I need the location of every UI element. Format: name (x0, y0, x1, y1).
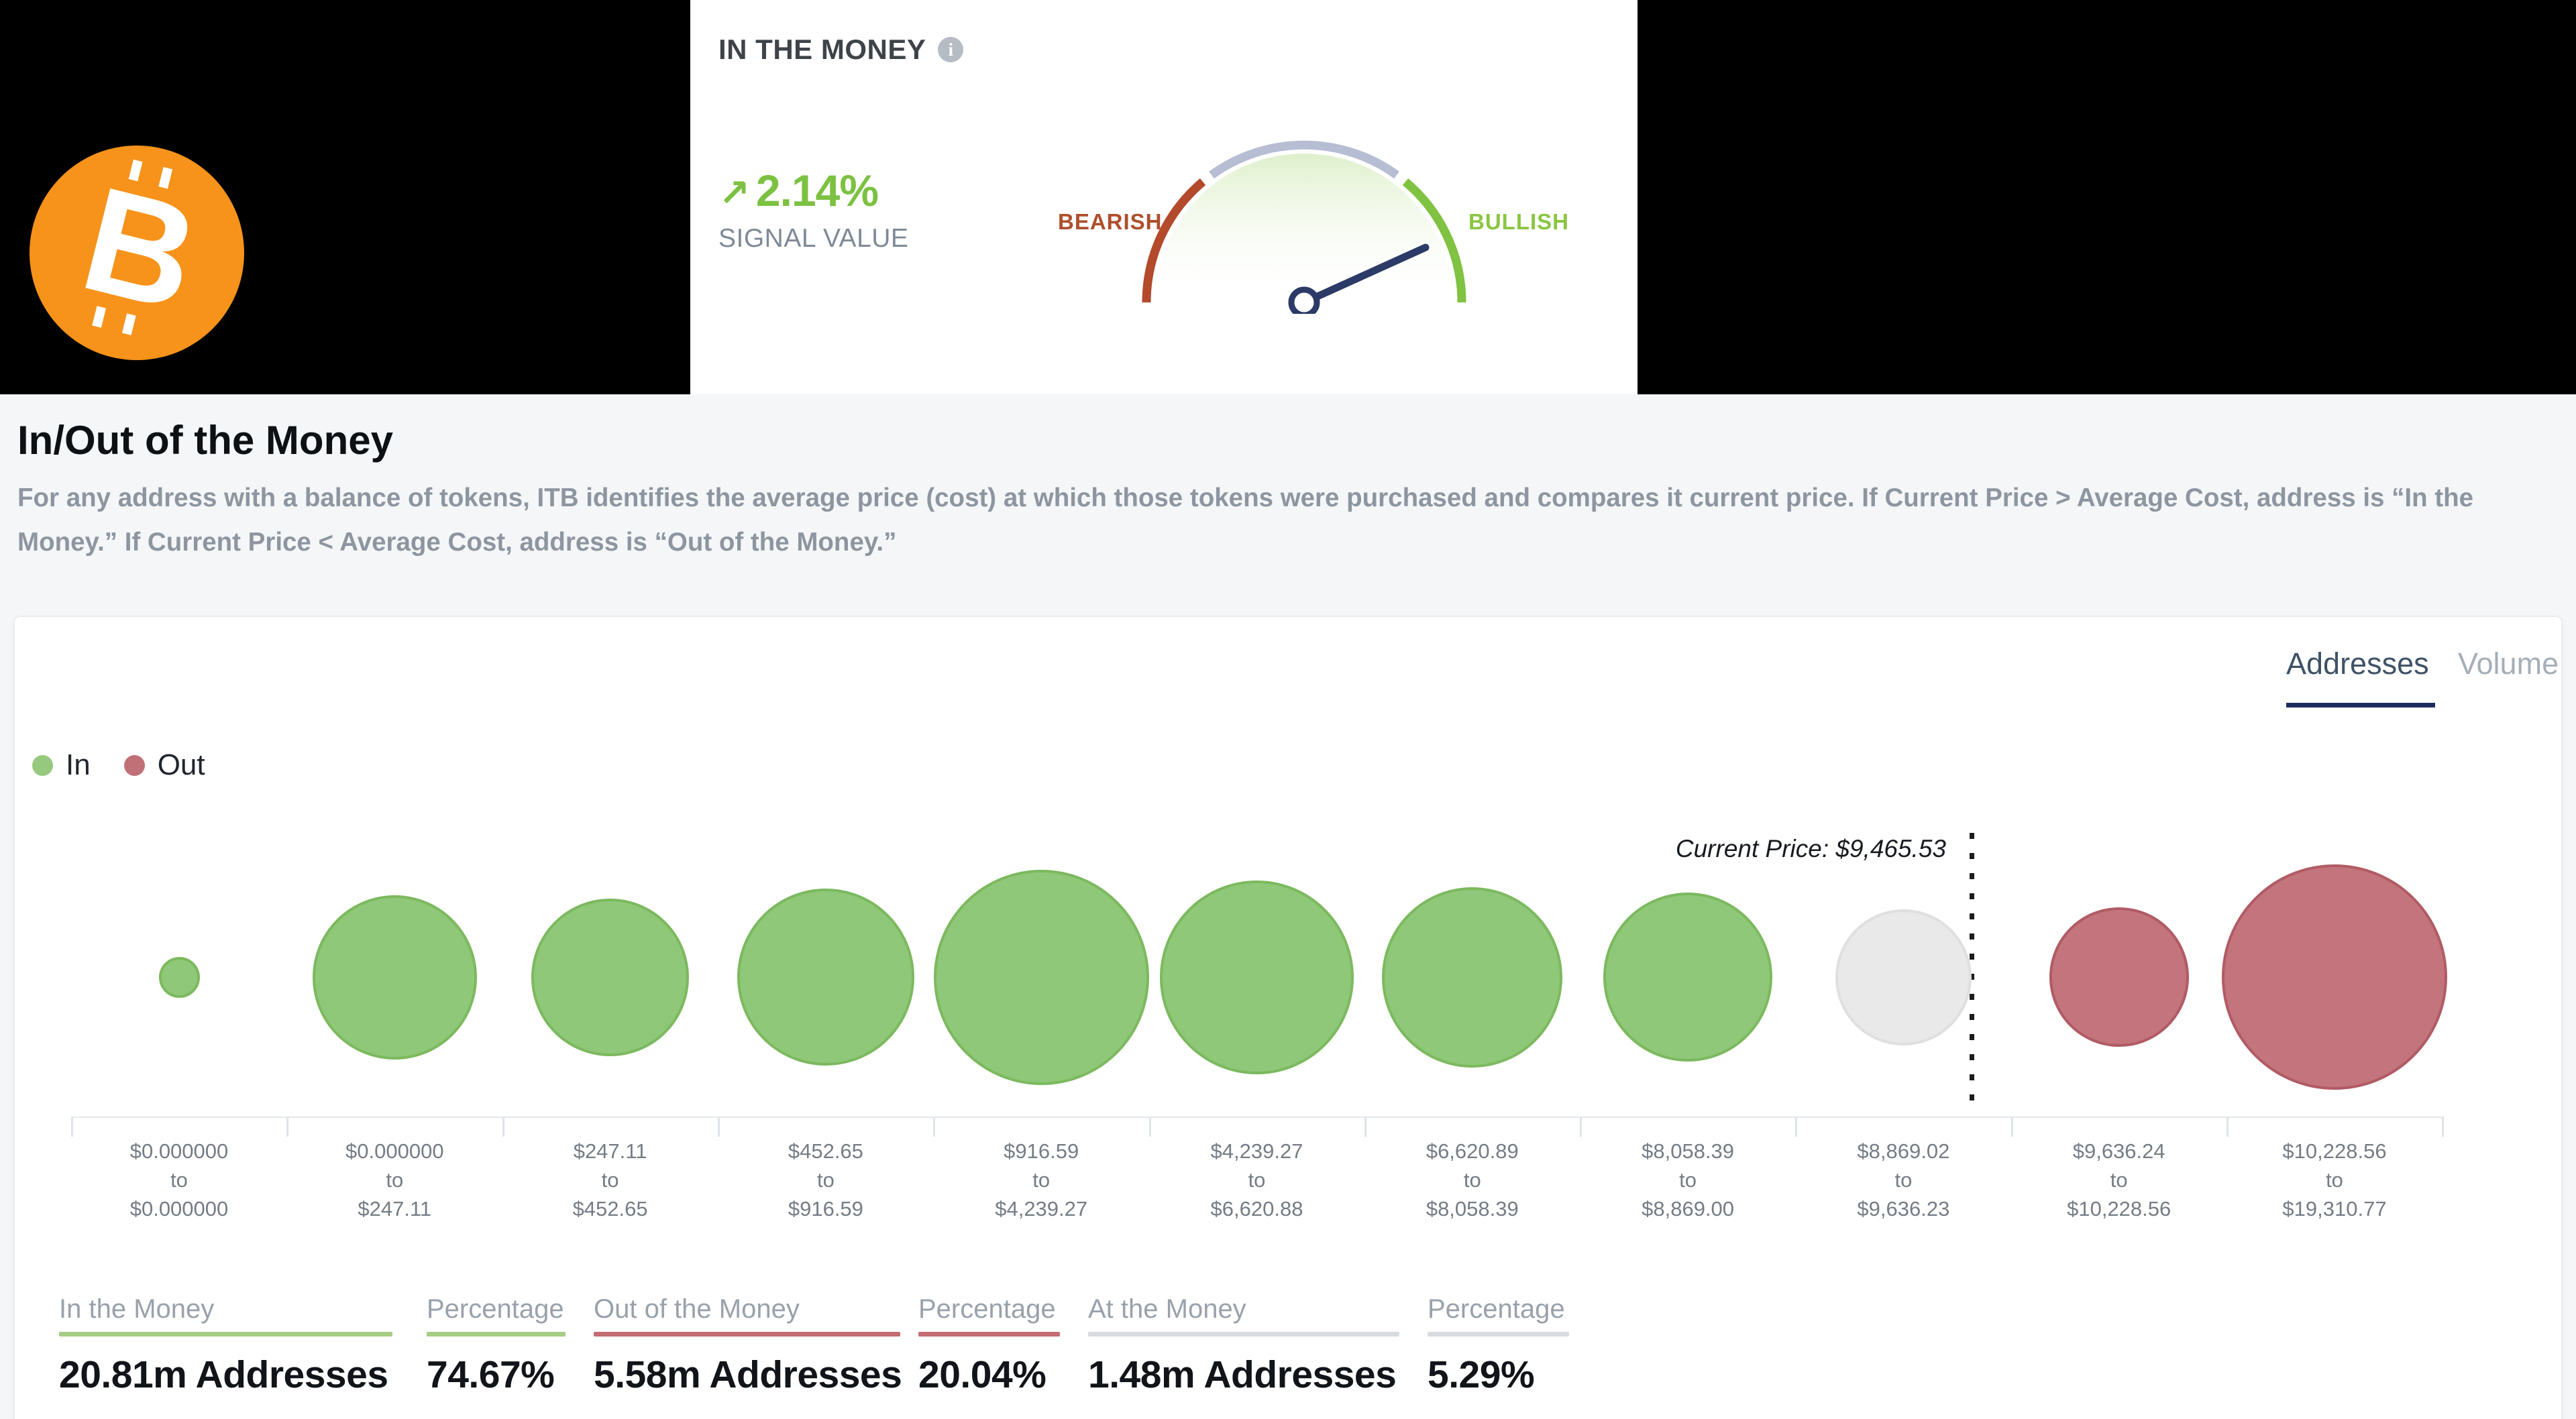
signal-card: IN THE MONEY i ↗ 2.14% SIGNAL VALUE (690, 0, 1638, 394)
legend-label-in: In (66, 748, 91, 781)
x-axis-tick (717, 1117, 720, 1137)
x-axis-line (71, 1117, 2443, 1118)
chart-legend: In Out (32, 748, 239, 782)
x-axis-tick (1148, 1117, 1151, 1137)
bubble-at[interactable] (1835, 909, 1972, 1045)
bubble-in[interactable] (312, 895, 477, 1060)
stat-value: 5.29% (1428, 1353, 1535, 1396)
bubble-in[interactable] (1382, 887, 1563, 1068)
signal-block: ↗ 2.14% SIGNAL VALUE (718, 165, 908, 253)
x-axis-tick (1364, 1117, 1366, 1137)
bubble-in[interactable] (1603, 893, 1773, 1062)
x-axis-label: $916.59 to $4,239.27 (995, 1139, 1088, 1221)
x-axis-tick (502, 1117, 504, 1137)
bubble-in[interactable] (933, 869, 1149, 1085)
bubble-out[interactable] (2222, 864, 2447, 1090)
info-icon[interactable]: i (938, 37, 964, 62)
x-axis-tick (1795, 1117, 1798, 1137)
stat-col-percentage: Percentage 5.29% (1428, 1296, 1569, 1397)
signal-value-row: ↗ 2.14% (718, 165, 908, 216)
stat-col-out-of-the-money: Out of the Money 5.58m Addresses (594, 1296, 902, 1397)
stat-underline (59, 1332, 392, 1337)
stat-col-in-the-money: In the Money 20.81m Addresses (59, 1296, 392, 1397)
app-header: B IN THE MONEY i ↗ 2.14% SIGNAL VALUE (0, 0, 2576, 394)
page-title: In/Out of the Money (17, 418, 393, 463)
up-right-arrow-icon: ↗ (718, 172, 750, 214)
stat-value: 20.81m Addresses (59, 1353, 388, 1396)
active-tab-underline (2286, 703, 2435, 707)
stat-col-percentage: Percentage 20.04% (918, 1296, 1060, 1397)
stat-value: 20.04% (918, 1353, 1046, 1396)
bitcoin-letter: B (68, 155, 213, 343)
chart-card: Addresses Volume In Out Current Price: $… (13, 616, 2563, 1419)
bitcoin-logo: B (30, 146, 244, 360)
x-axis-tick (1580, 1117, 1582, 1137)
bubble-in[interactable] (737, 889, 914, 1066)
gauge-arc-bearish (1142, 178, 1206, 303)
stat-header: In the Money (59, 1294, 215, 1324)
signal-value: 2.14% (755, 166, 879, 215)
main-section: In/Out of the Money For any address with… (0, 394, 2576, 1419)
gauge-bearish-label: BEARISH (1058, 209, 1163, 234)
x-axis-label: $10,228.56 to $19,310.77 (2282, 1139, 2387, 1221)
stat-header: Percentage (427, 1294, 564, 1324)
section-description: For any address with a balance of tokens… (17, 484, 2474, 557)
stat-underline (594, 1332, 900, 1337)
legend-label-out: Out (157, 748, 205, 781)
stat-underline (1088, 1332, 1399, 1337)
gauge-arc-neutral (1209, 140, 1399, 179)
bitcoin-symbol-icon: B (68, 155, 213, 343)
bubble-out[interactable] (2049, 907, 2189, 1047)
x-axis-label: $0.000000 to $247.11 (345, 1139, 444, 1221)
x-axis-tick (286, 1117, 289, 1137)
bubble-in[interactable] (531, 898, 690, 1056)
legend-item-out[interactable]: Out (123, 748, 205, 782)
x-axis-tick (2442, 1117, 2445, 1137)
stat-header: At the Money (1088, 1294, 1246, 1324)
x-axis-label: $9,636.24 to $10,228.56 (2067, 1139, 2171, 1221)
sentiment-gauge (1142, 140, 1466, 314)
bubble-in[interactable] (1160, 880, 1354, 1074)
stat-header: Percentage (918, 1294, 1056, 1324)
gauge-pivot (1288, 286, 1320, 314)
x-axis-label: $8,058.39 to $8,869.00 (1642, 1139, 1735, 1221)
legend-dot-out (123, 754, 145, 776)
tab-addresses[interactable]: Addresses (2286, 646, 2429, 681)
stat-col-at-the-money: At the Money 1.48m Addresses (1088, 1296, 1399, 1397)
x-axis-tick (2010, 1117, 2013, 1137)
gauge-arc-bullish (1402, 178, 1466, 303)
legend-item-in[interactable]: In (32, 748, 91, 782)
x-axis-label: $8,869.02 to $9,636.23 (1857, 1139, 1950, 1221)
x-axis-tick (2226, 1117, 2229, 1137)
x-axis-label: $0.000000 to $0.000000 (129, 1139, 229, 1221)
x-axis-label: $4,239.27 to $6,620.88 (1210, 1139, 1303, 1221)
stat-underline (427, 1332, 566, 1337)
signal-card-title-row: IN THE MONEY i (718, 34, 964, 66)
x-axis-tick (933, 1117, 936, 1137)
stat-value: 5.58m Addresses (594, 1353, 902, 1396)
gauge-bullish-label: BULLISH (1468, 209, 1569, 234)
stat-value: 1.48m Addresses (1088, 1353, 1397, 1396)
gauge-fill (1155, 154, 1453, 302)
stat-header: Out of the Money (594, 1294, 800, 1324)
stat-header: Percentage (1428, 1294, 1565, 1324)
stat-underline (1428, 1332, 1569, 1337)
signal-value-label: SIGNAL VALUE (718, 224, 909, 253)
current-price-dotted-line (1970, 833, 1974, 1109)
tab-volume[interactable]: Volume (2458, 646, 2559, 681)
x-axis-label: $6,620.89 to $8,058.39 (1426, 1139, 1519, 1221)
stat-value: 74.67% (427, 1353, 555, 1396)
gauge-needle (1300, 243, 1430, 306)
bubble-in[interactable] (158, 956, 200, 998)
x-axis-tick (71, 1117, 73, 1137)
current-price-annotation: Current Price: $9,465.53 (1675, 835, 1946, 862)
x-axis-label: $247.11 to $452.65 (572, 1139, 648, 1221)
signal-card-title: IN THE MONEY (718, 34, 926, 65)
x-axis-label: $452.65 to $916.59 (788, 1139, 863, 1221)
stat-underline (918, 1332, 1060, 1337)
legend-dot-in (32, 754, 53, 776)
stat-col-percentage: Percentage 74.67% (427, 1296, 566, 1397)
